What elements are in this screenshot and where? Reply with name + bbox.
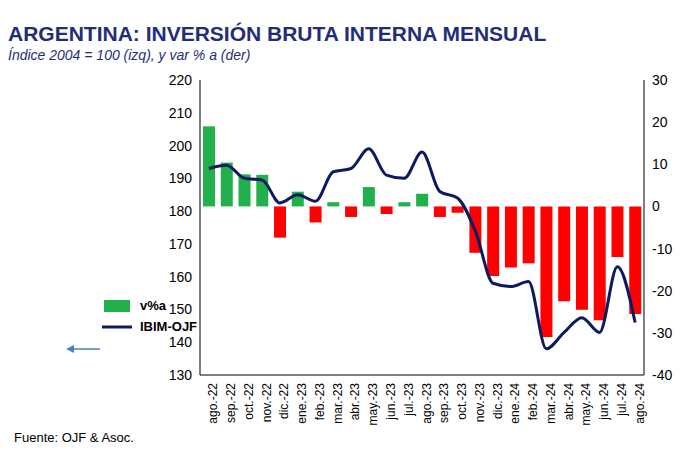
- svg-text:20: 20: [652, 114, 668, 130]
- svg-text:-30: -30: [652, 325, 672, 341]
- svg-text:170: 170: [169, 236, 193, 252]
- svg-text:-20: -20: [652, 283, 672, 299]
- svg-text:190: 190: [169, 170, 193, 186]
- svg-text:mar.-24: mar.-24: [544, 383, 558, 424]
- svg-text:210: 210: [169, 105, 193, 121]
- html-text:v%a: v%a: [140, 298, 166, 313]
- svg-text:-10: -10: [652, 241, 672, 257]
- svg-text:oct.-23: oct.-23: [455, 383, 469, 420]
- html-text:IBIM-OJF: IBIM-OJF: [140, 319, 198, 334]
- svg-text:ago.-23: ago.-23: [420, 383, 434, 424]
- svg-text:10: 10: [652, 156, 668, 172]
- svg-text:220: 220: [169, 72, 193, 88]
- svg-text:jul.-23: jul.-23: [402, 383, 416, 417]
- svg-text:0: 0: [652, 198, 660, 214]
- html-text:ARGENTINA: INVERSIÓN BRUTA INT: ARGENTINA: INVERSIÓN BRUTA INTERNA MENSU…: [8, 22, 547, 45]
- svg-text:150: 150: [169, 301, 193, 317]
- svg-text:may.-23: may.-23: [366, 383, 380, 426]
- svg-text:-40: -40: [652, 367, 672, 383]
- svg-text:180: 180: [169, 203, 193, 219]
- html-text:Fuente: OJF & Asoc.: Fuente: OJF & Asoc.: [14, 430, 134, 445]
- svg-text:mar.-23: mar.-23: [331, 383, 345, 424]
- svg-text:160: 160: [169, 269, 193, 285]
- svg-text:ene.-24: ene.-24: [508, 383, 522, 424]
- svg-text:jul.-24: jul.-24: [615, 383, 629, 417]
- svg-text:200: 200: [169, 138, 193, 154]
- svg-text:abr.-23: abr.-23: [348, 383, 362, 421]
- svg-text:dic.-22: dic.-22: [277, 383, 291, 419]
- svg-text:abr.-24: abr.-24: [562, 383, 576, 421]
- svg-text:oct.-22: oct.-22: [242, 383, 256, 420]
- svg-text:feb.-23: feb.-23: [313, 383, 327, 421]
- svg-text:nov.-23: nov.-23: [473, 383, 487, 422]
- svg-text:ago.-24: ago.-24: [633, 383, 647, 424]
- svg-text:nov.-22: nov.-22: [260, 383, 274, 422]
- svg-text:140: 140: [169, 334, 193, 350]
- svg-text:sep.-22: sep.-22: [224, 383, 238, 423]
- svg-text:jun.-23: jun.-23: [384, 383, 398, 421]
- svg-text:sep.-23: sep.-23: [437, 383, 451, 423]
- svg-text:30: 30: [652, 72, 668, 88]
- svg-text:jun.-24: jun.-24: [597, 383, 611, 421]
- svg-text:dic.-23: dic.-23: [491, 383, 505, 419]
- svg-text:130: 130: [169, 367, 193, 383]
- svg-text:feb.-24: feb.-24: [526, 383, 540, 421]
- svg-text:ene.-23: ene.-23: [295, 383, 309, 424]
- svg-text:ago.-22: ago.-22: [206, 383, 220, 424]
- html-text:Índice 2004 = 100 (izq), y var: Índice 2004 = 100 (izq), y var % a (der): [8, 47, 251, 63]
- svg-text:may.-24: may.-24: [579, 383, 593, 426]
